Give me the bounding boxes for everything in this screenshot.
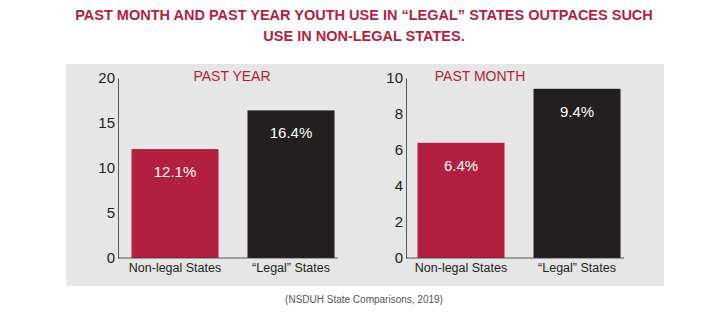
- y-tick: 0: [107, 249, 118, 266]
- y-tick: 6: [395, 141, 406, 158]
- source-note: (NSDUH State Comparisons, 2019): [285, 294, 443, 305]
- subplot: 0 5 10 15 20 Non-legal States “Legal” States PA…: [98, 68, 338, 275]
- y-tick-label: 10: [98, 159, 115, 176]
- y-tick-label: 0: [107, 249, 115, 266]
- data-label: 9.4%: [560, 103, 594, 120]
- y-tick: 4: [395, 177, 406, 194]
- y-axis: 0 5 10 15 20: [98, 69, 118, 266]
- subplot-title: PAST MONTH: [435, 68, 526, 84]
- y-tick-label: 4: [395, 177, 403, 194]
- x-tick-label: “Legal” States: [252, 261, 330, 275]
- y-tick: 0: [395, 249, 406, 266]
- x-tick: Non-legal States: [129, 258, 221, 275]
- x-tick-label: “Legal” States: [538, 261, 616, 275]
- y-tick: 10: [386, 69, 406, 86]
- main-title: PAST MONTH AND PAST YEAR YOUTH USE IN “L…: [75, 7, 653, 23]
- y-tick: 15: [98, 114, 118, 131]
- data-label: 12.1%: [154, 163, 197, 180]
- y-tick: 10: [98, 159, 118, 176]
- x-axis: Non-legal States “Legal” States: [406, 258, 624, 275]
- y-tick: 8: [395, 105, 406, 122]
- y-tick: 5: [107, 204, 118, 221]
- bar: [417, 143, 504, 258]
- subplot-title: PAST YEAR: [193, 68, 270, 84]
- y-tick-label: 5: [107, 204, 115, 221]
- x-tick: Non-legal States: [415, 258, 507, 275]
- data-label: 16.4%: [270, 124, 313, 141]
- x-tick: “Legal” States: [252, 258, 330, 275]
- x-tick-label: Non-legal States: [129, 261, 221, 275]
- chart-root: PAST MONTH AND PAST YEAR YOUTH USE IN “L…: [0, 0, 728, 314]
- y-axis: 0 2 4 6 8 10: [386, 69, 406, 266]
- subplot: 0 2 4 6 8 10 Non-legal States “Legal” States PAS…: [386, 68, 624, 275]
- data-label: 6.4%: [444, 157, 478, 174]
- x-tick: “Legal” States: [538, 258, 616, 275]
- x-axis-line: [406, 258, 624, 259]
- y-tick: 20: [98, 69, 118, 86]
- y-tick-label: 2: [395, 213, 403, 230]
- y-axis-line: [118, 79, 119, 259]
- x-axis-line: [118, 258, 338, 259]
- bars: [131, 110, 334, 258]
- y-tick-label: 0: [395, 249, 403, 266]
- y-tick: 2: [395, 213, 406, 230]
- bar: [534, 89, 621, 258]
- y-tick-label: 10: [386, 69, 403, 86]
- x-axis: Non-legal States “Legal” States: [118, 258, 338, 275]
- bar: [131, 149, 218, 258]
- y-tick-label: 20: [98, 69, 115, 86]
- bar: [248, 110, 335, 258]
- y-tick-label: 8: [395, 105, 403, 122]
- x-tick-label: Non-legal States: [415, 261, 507, 275]
- main-title: USE IN NON-LEGAL STATES.: [263, 28, 464, 44]
- panel-background: [66, 64, 664, 286]
- y-tick-label: 15: [98, 114, 115, 131]
- bars: [417, 89, 620, 258]
- y-axis-line: [406, 79, 407, 259]
- y-tick-label: 6: [395, 141, 403, 158]
